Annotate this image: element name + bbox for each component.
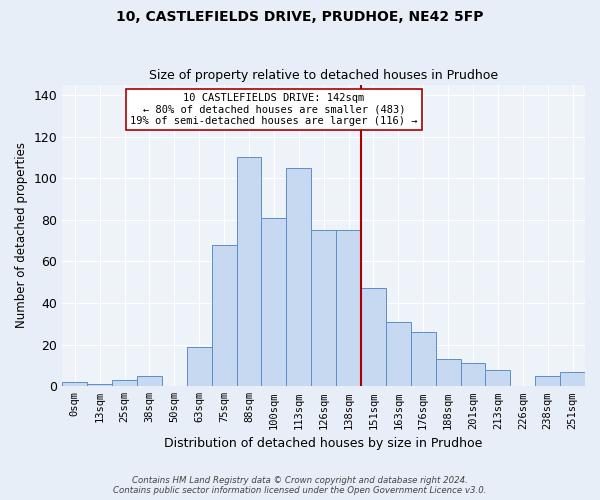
Bar <box>485 370 511 386</box>
Bar <box>336 230 361 386</box>
Bar <box>236 158 262 386</box>
Bar <box>87 384 112 386</box>
Bar <box>187 347 212 387</box>
Text: Contains HM Land Registry data © Crown copyright and database right 2024.
Contai: Contains HM Land Registry data © Crown c… <box>113 476 487 495</box>
Bar <box>62 382 87 386</box>
Text: 10 CASTLEFIELDS DRIVE: 142sqm
← 80% of detached houses are smaller (483)
19% of : 10 CASTLEFIELDS DRIVE: 142sqm ← 80% of d… <box>130 93 418 126</box>
Bar <box>436 360 461 386</box>
Bar <box>411 332 436 386</box>
Bar <box>137 376 162 386</box>
Title: Size of property relative to detached houses in Prudhoe: Size of property relative to detached ho… <box>149 69 498 82</box>
Bar <box>361 288 386 386</box>
Bar <box>560 372 585 386</box>
Text: 10, CASTLEFIELDS DRIVE, PRUDHOE, NE42 5FP: 10, CASTLEFIELDS DRIVE, PRUDHOE, NE42 5F… <box>116 10 484 24</box>
Bar <box>535 376 560 386</box>
Bar <box>262 218 286 386</box>
Bar <box>112 380 137 386</box>
Bar <box>311 230 336 386</box>
Bar <box>386 322 411 386</box>
Y-axis label: Number of detached properties: Number of detached properties <box>15 142 28 328</box>
Bar <box>286 168 311 386</box>
Bar <box>212 245 236 386</box>
X-axis label: Distribution of detached houses by size in Prudhoe: Distribution of detached houses by size … <box>164 437 483 450</box>
Bar <box>461 364 485 386</box>
